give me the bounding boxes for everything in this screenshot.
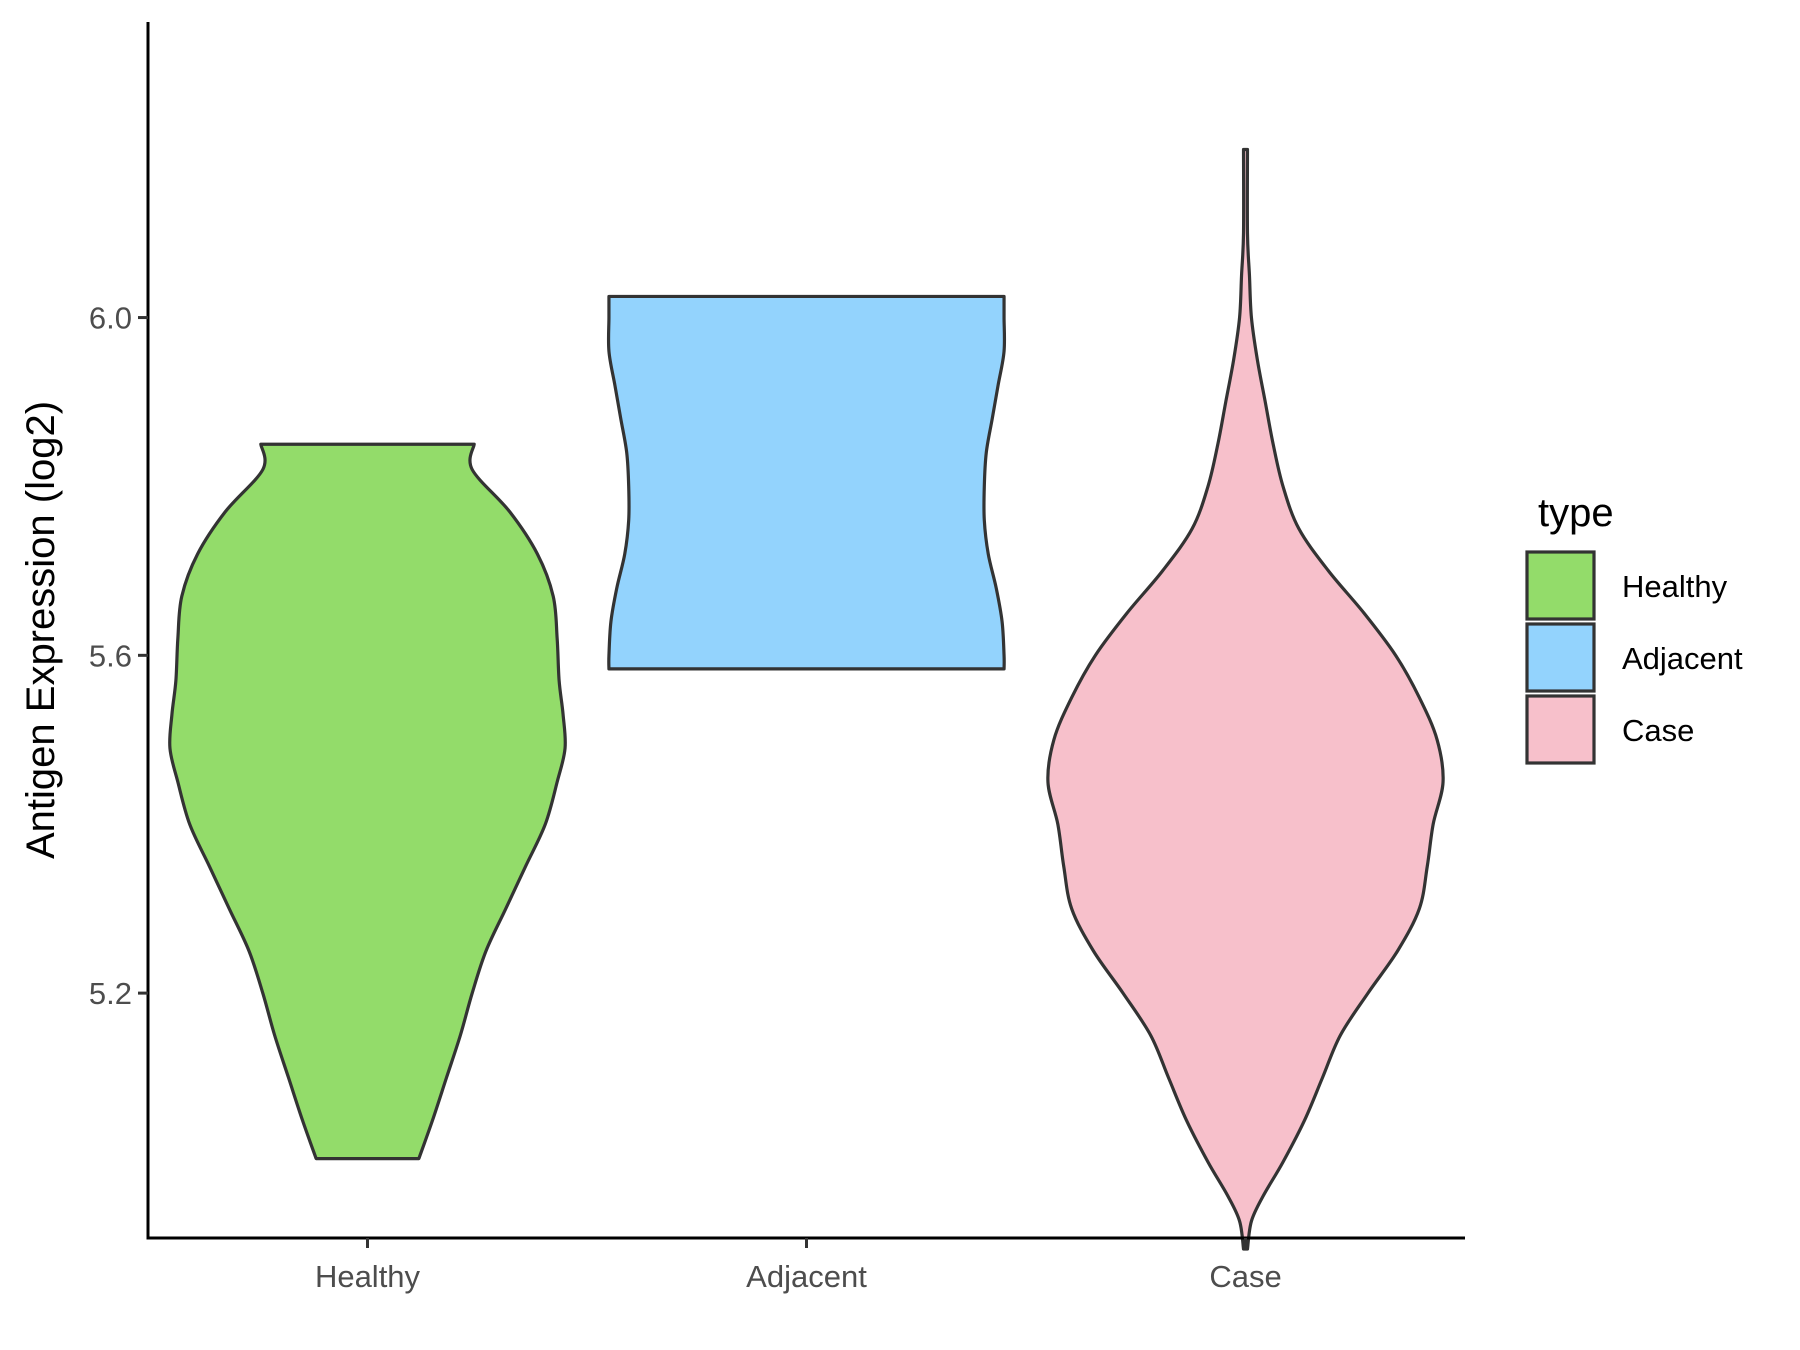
violin-group [168, 147, 1445, 1251]
violin-adjacent [606, 294, 1007, 671]
violin-healthy [168, 442, 567, 1161]
legend-key-healthy [1525, 550, 1596, 621]
legend-items: Healthy Adjacent Case [1525, 550, 1743, 765]
y-axis-title: Antigen Expression (log2) [19, 401, 63, 859]
y-tick-label: 5.2 [89, 976, 132, 1011]
x-tick-label: Healthy [315, 1259, 421, 1294]
y-tick-label: 5.6 [89, 638, 132, 673]
legend: type Healthy Adjacent Case [1525, 491, 1743, 765]
legend-title: type [1538, 491, 1614, 535]
legend-key-adjacent [1525, 622, 1596, 693]
x-tick-label: Adjacent [746, 1259, 867, 1294]
y-ticks: 5.2 5.6 6.0 [89, 301, 148, 1011]
legend-label: Adjacent [1622, 641, 1743, 676]
x-ticks: Healthy Adjacent Case [315, 1238, 1282, 1294]
legend-label: Case [1622, 713, 1694, 748]
legend-label: Healthy [1622, 569, 1728, 604]
x-tick-label: Case [1209, 1259, 1281, 1294]
y-tick-label: 6.0 [89, 301, 132, 336]
axes: 5.2 5.6 6.0 Healthy Adjacent Case Antigen Ex… [19, 22, 1465, 1294]
legend-key-case [1525, 694, 1596, 765]
violin-case [1046, 147, 1445, 1251]
